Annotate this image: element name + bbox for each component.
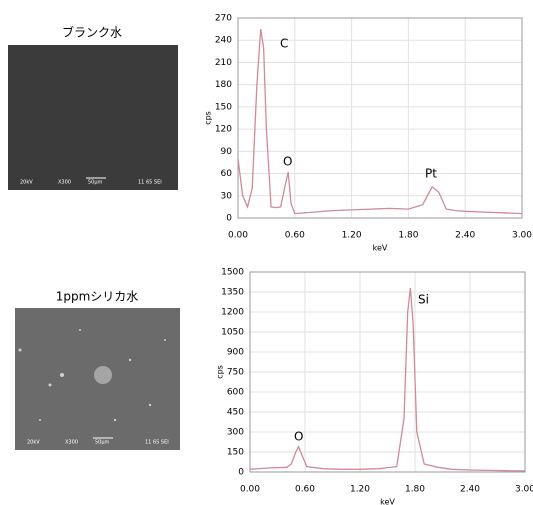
y-tick-label: 270 [215,14,232,24]
peak-label: Si [418,293,429,307]
y-tick-label: 120 [215,125,232,135]
peak-label: Pt [425,167,437,181]
y-tick-label: 150 [227,448,244,458]
y-tick-label: 180 [215,80,232,90]
x-tick-label: 2.40 [455,231,475,241]
micrograph-label: 20kV [20,180,33,186]
spectrum-line [250,288,525,471]
x-tick-label: 0.60 [285,231,305,241]
y-tick-label: 90 [221,147,233,157]
y-tick-label: 240 [215,36,232,46]
x-tick-label: 2.40 [460,485,480,495]
y-tick-label: 1050 [221,328,244,338]
micrograph-label: 11 65 SEI [145,440,169,446]
x-axis-label: keV [380,498,395,505]
micrograph-label: 50µm [88,180,103,186]
y-axis-label: cps [204,111,213,125]
micrograph-label: 11 65 SEI [138,180,162,186]
image-title: 1ppmシリカ水 [56,290,139,304]
x-axis-label: keV [373,244,388,253]
y-tick-label: 150 [215,102,232,112]
x-tick-label: 3.00 [512,231,532,241]
micrograph-label: 50µm [95,440,110,446]
micrograph [8,45,178,190]
y-tick-label: 0 [238,468,244,478]
image-title: ブランク水 [62,25,122,40]
micrograph-label: 20kV [27,440,40,446]
y-tick-label: 210 [215,58,232,68]
x-tick-label: 1.20 [342,231,362,241]
y-tick-label: 450 [227,408,244,418]
x-tick-label: 0.00 [228,231,248,241]
micrograph-label: X300 [65,440,78,446]
y-tick-label: 750 [227,368,244,378]
y-tick-label: 0 [226,214,232,224]
y-tick-label: 1500 [221,268,244,278]
x-tick-label: 1.20 [350,485,370,495]
x-tick-label: 0.60 [295,485,315,495]
peak-label: O [294,430,303,444]
x-tick-label: 0.00 [240,485,260,495]
y-tick-label: 30 [221,191,233,201]
x-tick-label: 1.80 [398,231,418,241]
x-tick-label: 1.80 [405,485,425,495]
y-tick-label: 60 [221,169,233,179]
y-tick-label: 900 [227,348,244,358]
y-tick-label: 1350 [221,288,244,298]
y-tick-label: 300 [227,428,244,438]
micrograph-label: X300 [58,180,71,186]
y-tick-label: 600 [227,388,244,398]
peak-label: C [280,37,288,51]
spectrum-line [238,29,522,214]
figure: ブランク水 1ppmシリカ水 20kV X300 50µm 11 65 SEI 20kV… [0,0,533,505]
y-axis-label: cps [216,365,225,379]
peak-label: O [283,155,292,169]
y-tick-label: 1200 [221,308,244,318]
x-tick-label: 3.00 [515,485,533,495]
